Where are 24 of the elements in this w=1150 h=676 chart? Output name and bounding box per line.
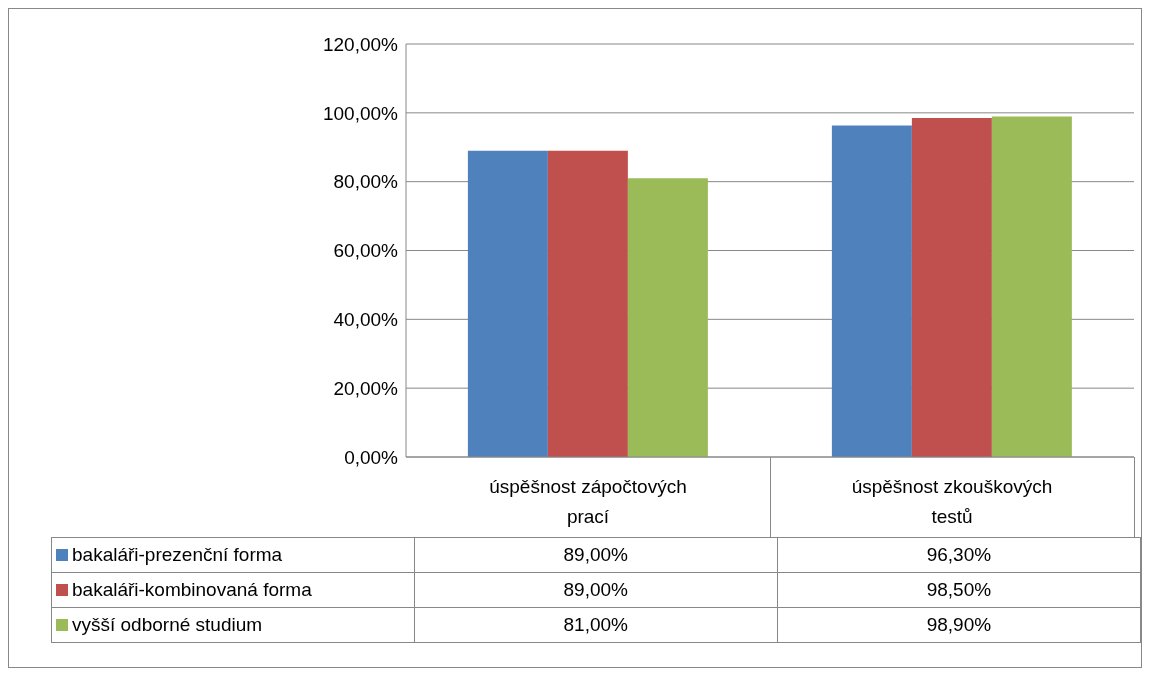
data-label: 89,00% <box>414 537 778 573</box>
bar <box>831 125 912 457</box>
bar <box>627 178 708 457</box>
legend-label: bakaláři-prezenční forma <box>51 537 415 573</box>
y-tick-label: 20,00% <box>333 377 399 399</box>
y-tick-label: 60,00% <box>333 240 399 262</box>
x-tick-label: úspěšnost zápočtových prací <box>489 476 687 527</box>
bar <box>467 150 548 457</box>
bar <box>991 116 1072 457</box>
y-tick-label: 40,00% <box>333 309 399 331</box>
bar <box>911 118 992 457</box>
y-tick-label: 120,00% <box>322 33 399 55</box>
y-tick-label: 0,00% <box>344 446 399 468</box>
bar <box>547 150 628 457</box>
data-label: 81,00% <box>414 607 778 643</box>
legend-label: bakaláři-kombinovaná forma <box>51 572 415 608</box>
data-label: 89,00% <box>414 572 778 608</box>
data-label: 98,90% <box>777 607 1141 643</box>
data-label: 98,50% <box>777 572 1141 608</box>
y-tick-label: 80,00% <box>333 171 399 193</box>
x-tick-label: úspěšnost zkouškových testů <box>851 476 1053 527</box>
legend-label: vyšší odborné studium <box>51 607 415 643</box>
y-tick-label: 100,00% <box>322 102 399 124</box>
data-label: 96,30% <box>777 537 1141 573</box>
